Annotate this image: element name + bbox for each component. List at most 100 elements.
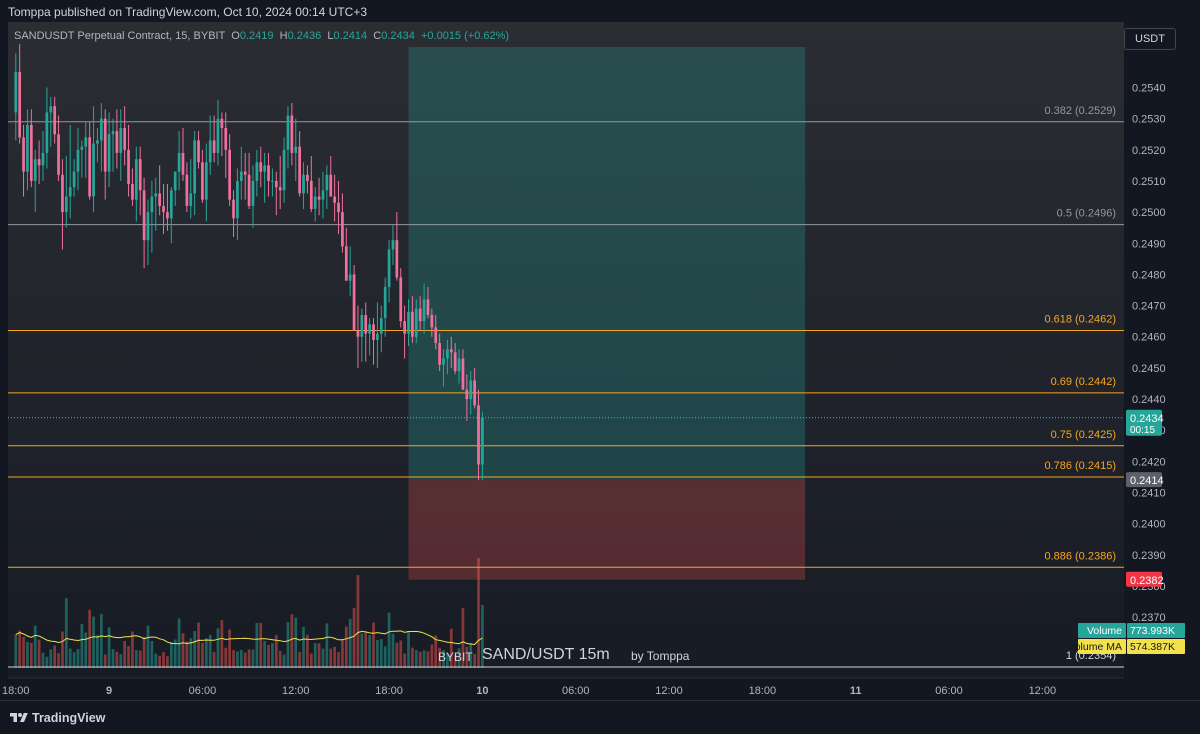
candle-body (255, 162, 259, 181)
loss-zone (408, 480, 806, 580)
candle-body (298, 146, 301, 194)
candle-body (337, 202, 340, 213)
y-tick-label: 0.2420 (1132, 456, 1166, 468)
volume-bar (158, 655, 162, 668)
plot-background (8, 22, 1124, 678)
candle-body (88, 137, 92, 197)
volume-bar (247, 649, 251, 668)
candle-body (356, 330, 360, 337)
candle-body (434, 327, 438, 343)
volume-bar (92, 616, 95, 668)
volume-bar (387, 612, 391, 668)
candle-body (92, 143, 95, 197)
volume-bar (119, 654, 123, 668)
candle-body (201, 162, 204, 200)
candle-body (271, 180, 274, 182)
candle-body (173, 171, 177, 191)
profit-zone (408, 47, 806, 481)
x-tick-label: 18:00 (749, 685, 777, 697)
footer: TradingView (0, 700, 1200, 734)
currency-button[interactable]: USDT (1124, 28, 1176, 50)
candle-body (403, 321, 406, 334)
candle-body (150, 196, 154, 213)
volume-bar (150, 640, 154, 668)
volume-bar (290, 614, 294, 668)
candle-body (309, 180, 313, 210)
publisher-bar: Tomppa published on TradingView.com, Oct… (0, 0, 1200, 22)
volume-bar (197, 622, 200, 668)
volume-bar (80, 623, 84, 668)
volume-tag-value-bg (1127, 639, 1185, 654)
volume-bar (302, 626, 305, 668)
legend-low: 0.2414 (333, 30, 368, 42)
volume-bar (329, 648, 333, 668)
x-tick-label: 9 (106, 685, 112, 697)
candle-body (387, 249, 391, 287)
x-tick-label: 06:00 (562, 685, 590, 697)
candle-body (278, 187, 282, 191)
candle-body (216, 118, 220, 153)
candle-body (294, 146, 298, 153)
price-chart[interactable]: 0.382 (0.2529) 0.5 (0.2496) 0.618 (0.2462)… (0, 22, 1200, 700)
legend-change: +0.0015 (+0.62%) (420, 30, 510, 42)
candle-body (317, 196, 321, 200)
volume-bar (348, 618, 352, 668)
candle-body (243, 171, 247, 175)
candle-body (360, 314, 364, 337)
candle-body (290, 115, 294, 153)
candle-body (208, 140, 212, 163)
volume-bar (181, 633, 185, 668)
candle-body (80, 146, 84, 150)
volume-bar (426, 651, 430, 668)
x-tick-label: 12:00 (655, 685, 683, 697)
volume-bar (457, 648, 461, 668)
candle-body (49, 106, 53, 113)
volume-bar (29, 642, 33, 668)
volume-bar (193, 631, 197, 668)
x-tick-label: 11 (850, 685, 862, 697)
footer-brand[interactable]: TradingView (32, 711, 106, 725)
candle-body (169, 190, 173, 219)
candle-body (53, 106, 57, 135)
candle-body (193, 140, 197, 194)
candle-body (414, 308, 418, 337)
candle-body (41, 152, 45, 166)
tradingview-logo-icon[interactable] (9, 711, 29, 725)
candle-body (306, 174, 309, 181)
candle-body (251, 180, 255, 206)
candle-body (127, 149, 130, 185)
fib-label: 0.75 (0.2425) (1051, 429, 1116, 441)
candle-body (45, 112, 49, 153)
candle-body (14, 71, 18, 113)
price-tag (1126, 472, 1162, 488)
volume-bar (399, 640, 403, 668)
candle-body (220, 118, 224, 129)
volume-bar (407, 631, 410, 668)
watermark-exchange: BYBIT (438, 650, 473, 664)
volume-bar (477, 558, 480, 668)
candle-body (446, 349, 449, 359)
y-tick-label: 0.2480 (1132, 269, 1166, 281)
fib-label: 0.886 (0.2386) (1044, 550, 1116, 562)
volume-bar (49, 649, 53, 668)
x-tick-label: 12:00 (282, 685, 310, 697)
volume-bar (298, 651, 301, 668)
volume-bar (232, 649, 235, 668)
candle-body (481, 417, 484, 465)
candle-body (372, 324, 375, 340)
x-tick-label: 18:00 (2, 685, 30, 697)
watermark-author: by Tomppa (631, 649, 690, 663)
x-tick-label: 12:00 (1029, 685, 1057, 697)
y-tick-label: 0.2390 (1132, 550, 1166, 562)
volume-bar (368, 635, 371, 668)
candle-body (267, 165, 270, 181)
volume-bar (185, 641, 189, 668)
legend-open: 0.2419 (239, 30, 274, 42)
volume-bar (263, 640, 267, 668)
fib-label: 0.786 (0.2415) (1044, 460, 1116, 472)
y-tick-label: 0.2470 (1132, 301, 1166, 313)
y-tick-label: 0.2500 (1132, 207, 1166, 219)
candle-body (236, 180, 239, 219)
volume-bar (177, 618, 181, 668)
volume-bar (379, 639, 383, 668)
